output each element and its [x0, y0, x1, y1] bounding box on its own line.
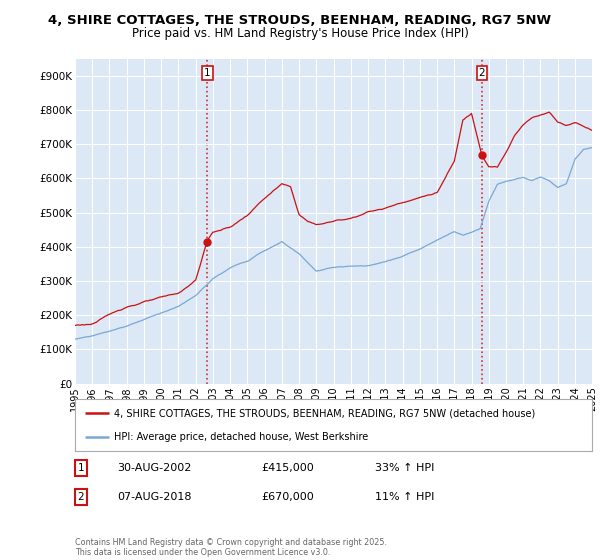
Text: 33% ↑ HPI: 33% ↑ HPI — [375, 463, 434, 473]
Text: 2: 2 — [77, 492, 85, 502]
Text: 07-AUG-2018: 07-AUG-2018 — [117, 492, 191, 502]
Text: 4, SHIRE COTTAGES, THE STROUDS, BEENHAM, READING, RG7 5NW: 4, SHIRE COTTAGES, THE STROUDS, BEENHAM,… — [49, 14, 551, 27]
Text: 1: 1 — [77, 463, 85, 473]
Text: 2: 2 — [479, 68, 485, 78]
Text: 11% ↑ HPI: 11% ↑ HPI — [375, 492, 434, 502]
Text: HPI: Average price, detached house, West Berkshire: HPI: Average price, detached house, West… — [114, 432, 368, 442]
Text: £415,000: £415,000 — [261, 463, 314, 473]
Text: Contains HM Land Registry data © Crown copyright and database right 2025.
This d: Contains HM Land Registry data © Crown c… — [75, 538, 387, 557]
Text: 30-AUG-2002: 30-AUG-2002 — [117, 463, 191, 473]
Text: £670,000: £670,000 — [261, 492, 314, 502]
Text: Price paid vs. HM Land Registry's House Price Index (HPI): Price paid vs. HM Land Registry's House … — [131, 27, 469, 40]
Text: 4, SHIRE COTTAGES, THE STROUDS, BEENHAM, READING, RG7 5NW (detached house): 4, SHIRE COTTAGES, THE STROUDS, BEENHAM,… — [114, 408, 535, 418]
Text: 1: 1 — [204, 68, 211, 78]
